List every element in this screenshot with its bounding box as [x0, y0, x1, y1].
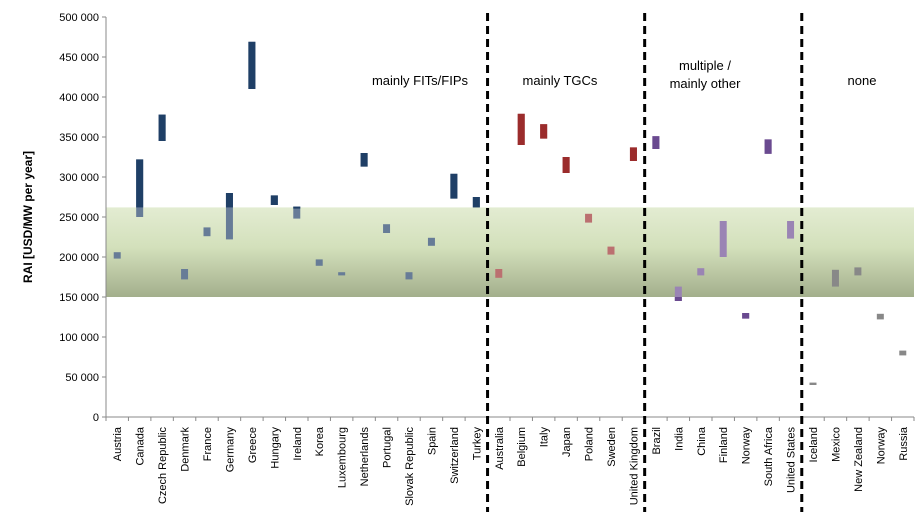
- x-tick-label: France: [202, 427, 214, 461]
- range-bar: [405, 272, 413, 280]
- range-bar: [787, 221, 795, 239]
- range-bar: [719, 221, 727, 257]
- range-bar: [338, 272, 346, 276]
- group-label: mainly other: [670, 76, 741, 91]
- x-tick-label: Russia: [898, 426, 910, 461]
- range-bar: [203, 227, 211, 237]
- x-tick-label: Netherlands: [359, 427, 371, 487]
- x-tick-label: Korea: [314, 426, 326, 456]
- range-bar-upper: [248, 41, 256, 89]
- y-tick-label: 200 000: [59, 252, 99, 264]
- range-bar: [899, 350, 907, 356]
- x-tick-label: Iceland: [808, 427, 820, 462]
- x-tick-label: Mexico: [830, 427, 842, 462]
- x-tick-label: Belgium: [516, 427, 528, 467]
- x-tick-label: India: [673, 426, 685, 451]
- x-tick-label: Italy: [539, 427, 551, 448]
- range-bar: [315, 259, 323, 266]
- y-tick-label: 50 000: [65, 372, 99, 384]
- x-tick-label: Denmark: [180, 427, 192, 472]
- x-tick-label: Australia: [494, 426, 506, 470]
- group-label: mainly FITs/FIPs: [372, 73, 469, 88]
- range-bar-lower: [742, 313, 750, 319]
- x-tick-label: United States: [786, 427, 798, 494]
- range-bar: [495, 269, 503, 278]
- range-bar-upper: [540, 124, 548, 139]
- y-tick-label: 500 000: [59, 12, 99, 24]
- y-tick-label: 0: [93, 412, 99, 424]
- x-tick-label: Luxembourg: [337, 427, 349, 488]
- y-tick-label: 100 000: [59, 332, 99, 344]
- group-label: multiple /: [679, 58, 731, 73]
- y-tick-label: 300 000: [59, 172, 99, 184]
- x-tick-label: Czech Republic: [157, 427, 169, 505]
- x-tick-label: Sweden: [606, 427, 618, 467]
- x-tick-label: Switzerland: [449, 427, 461, 484]
- axes: [102, 16, 915, 421]
- y-tick-label: 450 000: [59, 52, 99, 64]
- x-tick-label: Brazil: [651, 427, 663, 455]
- y-tick-label: 350 000: [59, 132, 99, 144]
- range-bar: [585, 213, 593, 223]
- x-tick-label: New Zealand: [853, 427, 865, 492]
- group-label: mainly TGCs: [523, 73, 598, 88]
- range-bar: [293, 206, 301, 219]
- range-bar: [854, 267, 862, 276]
- y-tick-label: 400 000: [59, 92, 99, 104]
- range-bar: [809, 382, 817, 385]
- x-tick-label: Norway: [741, 427, 753, 465]
- x-tick-label: Finland: [718, 427, 730, 463]
- bars: [113, 41, 907, 385]
- x-tick-label: Canada: [135, 426, 147, 465]
- x-tick-label: Poland: [584, 427, 596, 461]
- x-tick-label: Japan: [561, 427, 573, 457]
- range-bar-upper: [562, 157, 570, 173]
- range-bar-upper: [764, 139, 772, 154]
- range-bar: [674, 286, 682, 301]
- reference-band: [106, 207, 914, 297]
- y-axis-label: RAI [USD/MW per year]: [21, 151, 35, 283]
- range-bar-upper: [517, 113, 525, 145]
- x-tick-label: Spain: [426, 427, 438, 455]
- x-tick-label: United Kingdom: [628, 427, 640, 505]
- range-bar-upper: [360, 153, 368, 167]
- x-tick-label: South Africa: [763, 426, 775, 486]
- range-bar-upper: [450, 173, 458, 199]
- range-bar: [876, 313, 884, 320]
- labels: 0 50 000 100 000 150 000 200 000 250 000 300 0…: [59, 12, 910, 506]
- range-bar: [383, 224, 391, 233]
- x-tick-label: Greece: [247, 427, 259, 463]
- y-tick-label: 250 000: [59, 212, 99, 224]
- range-bar-upper: [652, 136, 660, 149]
- x-tick-label: Germany: [224, 427, 236, 473]
- x-tick-label: China: [696, 426, 708, 456]
- range-bar-upper: [472, 197, 480, 208]
- range-bar: [113, 252, 121, 259]
- x-tick-label: Slovak Republic: [404, 427, 416, 506]
- range-bar-upper: [136, 159, 144, 208]
- x-tick-label: Norway: [875, 427, 887, 465]
- group-label: none: [848, 73, 877, 88]
- group-separators: [486, 13, 804, 512]
- range-bar-upper: [225, 193, 233, 208]
- x-tick-label: Hungary: [269, 427, 281, 469]
- range-bar: [607, 246, 615, 255]
- range-bar-upper: [293, 206, 301, 209]
- x-tick-label: Portugal: [382, 427, 394, 468]
- y-tick-label: 150 000: [59, 292, 99, 304]
- x-tick-label: Austria: [112, 426, 124, 461]
- reference-band-rect: [106, 207, 914, 297]
- range-bar: [697, 268, 705, 276]
- range-bar: [181, 269, 189, 280]
- range-bar: [427, 237, 435, 246]
- x-tick-label: Turkey: [471, 427, 483, 461]
- range-bar-lower: [674, 297, 682, 301]
- range-bar: [831, 269, 839, 287]
- range-bar: [225, 193, 233, 240]
- range-bar-upper: [158, 114, 166, 141]
- x-tick-label: Ireland: [292, 427, 304, 461]
- range-bar-upper: [270, 195, 278, 205]
- range-bar-upper: [629, 147, 637, 161]
